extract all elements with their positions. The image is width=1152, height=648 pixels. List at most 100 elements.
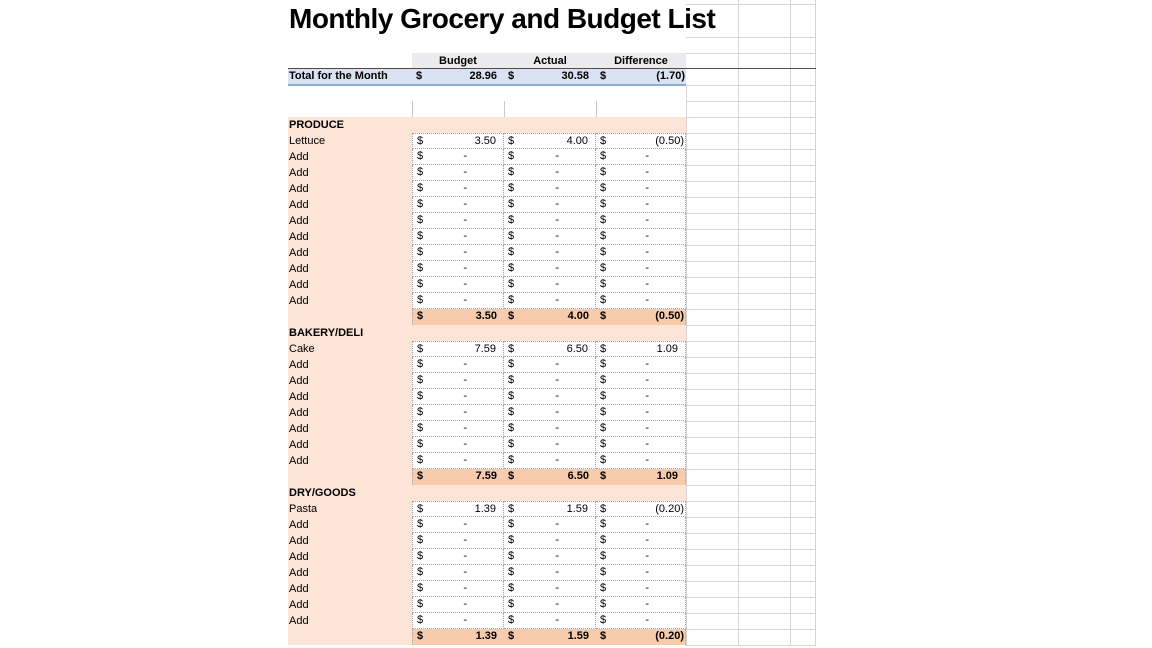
actual-cell[interactable]: $4.00: [504, 133, 596, 149]
budget-cell[interactable]: $ -: [412, 213, 504, 229]
row-label-cell[interactable]: Lettuce: [288, 133, 412, 149]
header-budget[interactable]: Budget: [412, 53, 504, 69]
row-label-cell[interactable]: Add: [288, 613, 412, 629]
difference-cell[interactable]: $ -: [596, 373, 686, 389]
actual-cell[interactable]: $ -: [504, 549, 596, 565]
difference-cell[interactable]: $ -: [596, 181, 686, 197]
difference-cell[interactable]: $1.09: [596, 341, 686, 357]
budget-cell[interactable]: $ -: [412, 453, 504, 469]
row-label-cell[interactable]: Add: [288, 549, 412, 565]
difference-cell[interactable]: $ -: [596, 357, 686, 373]
difference-cell[interactable]: $ -: [596, 261, 686, 277]
difference-cell[interactable]: $ -: [596, 597, 686, 613]
row-label-cell[interactable]: Add: [288, 197, 412, 213]
difference-cell[interactable]: $ -: [596, 437, 686, 453]
budget-cell[interactable]: $ -: [412, 373, 504, 389]
row-label-cell[interactable]: Add: [288, 533, 412, 549]
actual-cell[interactable]: $ -: [504, 277, 596, 293]
budget-cell[interactable]: $ -: [412, 549, 504, 565]
budget-cell[interactable]: $ -: [412, 405, 504, 421]
row-label-cell[interactable]: Add: [288, 405, 412, 421]
difference-cell[interactable]: $ -: [596, 245, 686, 261]
actual-cell[interactable]: $ -: [504, 181, 596, 197]
actual-cell[interactable]: $ -: [504, 261, 596, 277]
row-label-cell[interactable]: Add: [288, 261, 412, 277]
difference-cell[interactable]: $ -: [596, 517, 686, 533]
month-total-label[interactable]: Total for the Month: [289, 70, 388, 82]
budget-cell[interactable]: $ -: [412, 293, 504, 309]
budget-cell[interactable]: $ -: [412, 181, 504, 197]
actual-cell[interactable]: $ -: [504, 357, 596, 373]
budget-cell[interactable]: $ -: [412, 533, 504, 549]
actual-cell[interactable]: $ -: [504, 149, 596, 165]
difference-cell[interactable]: $ -: [596, 405, 686, 421]
section-header-produce[interactable]: PRODUCE: [288, 117, 686, 133]
budget-cell[interactable]: $ -: [412, 597, 504, 613]
actual-cell[interactable]: $ -: [504, 597, 596, 613]
budget-cell[interactable]: $ -: [412, 421, 504, 437]
total-budget-cell[interactable]: $3.50: [412, 309, 504, 325]
difference-cell[interactable]: $ (0.50): [596, 133, 686, 149]
difference-cell[interactable]: $ (0.20): [596, 501, 686, 517]
row-label-cell[interactable]: Add: [288, 165, 412, 181]
row-label-cell[interactable]: Add: [288, 421, 412, 437]
actual-cell[interactable]: $ -: [504, 565, 596, 581]
row-label-cell[interactable]: Add: [288, 277, 412, 293]
total-budget-cell[interactable]: $7.59: [412, 469, 504, 485]
difference-cell[interactable]: $ -: [596, 149, 686, 165]
month-budget-cell[interactable]: $ 28.96: [412, 69, 504, 84]
total-difference-cell[interactable]: $1.09: [596, 469, 686, 485]
actual-cell[interactable]: $ -: [504, 405, 596, 421]
row-label-cell[interactable]: Add: [288, 373, 412, 389]
difference-cell[interactable]: $ -: [596, 421, 686, 437]
section-header-dry-goods[interactable]: DRY/GOODS: [288, 485, 686, 501]
row-label-cell[interactable]: Add: [288, 389, 412, 405]
difference-cell[interactable]: $ -: [596, 197, 686, 213]
budget-cell[interactable]: $ -: [412, 261, 504, 277]
row-label-cell[interactable]: Add: [288, 517, 412, 533]
actual-cell[interactable]: $ -: [504, 373, 596, 389]
budget-cell[interactable]: $ -: [412, 565, 504, 581]
budget-cell[interactable]: $ -: [412, 357, 504, 373]
actual-cell[interactable]: $ -: [504, 245, 596, 261]
actual-cell[interactable]: $ -: [504, 613, 596, 629]
row-label-cell[interactable]: Add: [288, 245, 412, 261]
section-header-bakery-deli[interactable]: BAKERY/DELI: [288, 325, 686, 341]
month-actual-cell[interactable]: $ 30.58: [504, 69, 596, 84]
header-actual[interactable]: Actual: [504, 53, 596, 69]
row-label-cell[interactable]: Add: [288, 357, 412, 373]
month-total-row[interactable]: Total for the Month $ 28.96 $ 30.58 $ (1…: [288, 68, 686, 86]
row-label-cell[interactable]: Cake: [288, 341, 412, 357]
row-label-cell[interactable]: Add: [288, 597, 412, 613]
budget-cell[interactable]: $ -: [412, 581, 504, 597]
actual-cell[interactable]: $ -: [504, 421, 596, 437]
budget-cell[interactable]: $ -: [412, 245, 504, 261]
difference-cell[interactable]: $ -: [596, 565, 686, 581]
difference-cell[interactable]: $ -: [596, 389, 686, 405]
row-label-cell[interactable]: Add: [288, 565, 412, 581]
difference-cell[interactable]: $ -: [596, 613, 686, 629]
actual-cell[interactable]: $ -: [504, 533, 596, 549]
difference-cell[interactable]: $ -: [596, 581, 686, 597]
row-label-cell[interactable]: Add: [288, 213, 412, 229]
budget-cell[interactable]: $ -: [412, 165, 504, 181]
difference-cell[interactable]: $ -: [596, 277, 686, 293]
difference-cell[interactable]: $ -: [596, 453, 686, 469]
actual-cell[interactable]: $ -: [504, 517, 596, 533]
budget-cell[interactable]: $ -: [412, 389, 504, 405]
total-actual-cell[interactable]: $1.59: [504, 629, 596, 645]
budget-cell[interactable]: $ -: [412, 277, 504, 293]
row-label-cell[interactable]: Pasta: [288, 501, 412, 517]
difference-cell[interactable]: $ -: [596, 533, 686, 549]
budget-cell[interactable]: $ -: [412, 229, 504, 245]
actual-cell[interactable]: $ -: [504, 165, 596, 181]
difference-cell[interactable]: $ -: [596, 165, 686, 181]
total-actual-cell[interactable]: $4.00: [504, 309, 596, 325]
difference-cell[interactable]: $ -: [596, 293, 686, 309]
budget-cell[interactable]: $ -: [412, 197, 504, 213]
total-difference-cell[interactable]: $ (0.50): [596, 309, 686, 325]
actual-cell[interactable]: $6.50: [504, 341, 596, 357]
difference-cell[interactable]: $ -: [596, 213, 686, 229]
difference-cell[interactable]: $ -: [596, 549, 686, 565]
total-difference-cell[interactable]: $ (0.20): [596, 629, 686, 645]
